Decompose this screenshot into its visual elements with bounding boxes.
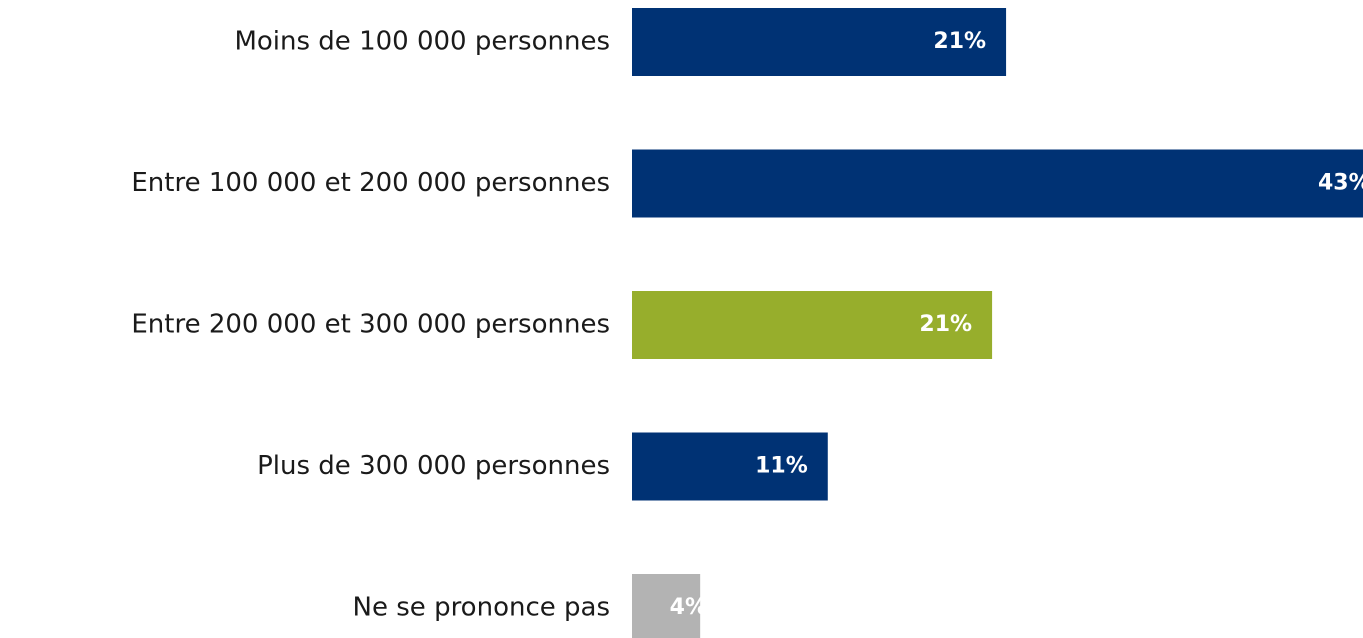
category-label: Entre 200 000 et 300 000 personnes: [131, 310, 610, 340]
value-label: 43%: [1318, 171, 1363, 196]
category-label: Entre 100 000 et 200 000 personnes: [131, 168, 610, 198]
value-label: 21%: [933, 29, 986, 54]
category-label: Ne se prononce pas: [353, 593, 610, 623]
bar: [632, 8, 1007, 76]
bar: [632, 149, 1363, 218]
value-label: 21%: [919, 312, 972, 337]
bar: [632, 432, 828, 501]
category-label: Plus de 300 000 personnes: [257, 451, 610, 481]
bar: [632, 291, 993, 359]
value-label: 11%: [755, 454, 808, 479]
category-label: Moins de 100 000 personnes: [234, 27, 610, 57]
bar: [632, 574, 701, 638]
value-label: 4%: [670, 595, 707, 620]
